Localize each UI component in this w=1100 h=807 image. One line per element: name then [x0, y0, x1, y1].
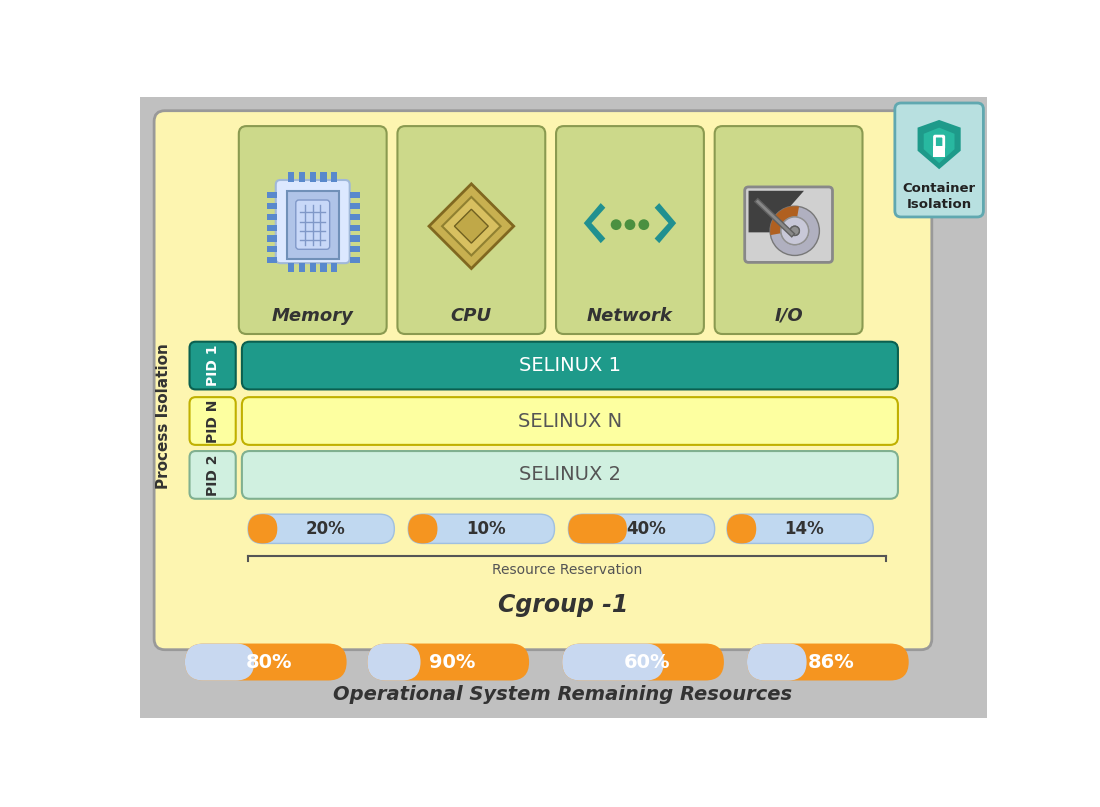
- Text: PID 1: PID 1: [206, 345, 220, 387]
- Text: 86%: 86%: [808, 653, 855, 671]
- FancyBboxPatch shape: [397, 126, 546, 334]
- FancyBboxPatch shape: [747, 643, 909, 680]
- FancyBboxPatch shape: [185, 643, 254, 680]
- Bar: [299, 173, 305, 182]
- Text: 60%: 60%: [624, 653, 670, 671]
- Circle shape: [781, 217, 808, 245]
- Circle shape: [790, 226, 800, 236]
- Bar: [266, 214, 276, 220]
- FancyBboxPatch shape: [745, 187, 833, 262]
- Text: 20%: 20%: [306, 520, 345, 537]
- Bar: [350, 203, 360, 209]
- FancyBboxPatch shape: [248, 514, 395, 543]
- FancyBboxPatch shape: [562, 643, 724, 680]
- FancyBboxPatch shape: [189, 397, 235, 445]
- Text: Container
Isolation: Container Isolation: [903, 182, 976, 211]
- Bar: [266, 224, 276, 231]
- Circle shape: [790, 226, 800, 236]
- Bar: [331, 263, 338, 273]
- FancyBboxPatch shape: [239, 126, 387, 334]
- Text: 10%: 10%: [466, 520, 506, 537]
- FancyBboxPatch shape: [296, 200, 330, 249]
- Bar: [350, 192, 360, 199]
- FancyBboxPatch shape: [185, 643, 346, 680]
- Bar: [320, 173, 327, 182]
- Bar: [266, 257, 276, 263]
- Polygon shape: [917, 120, 960, 169]
- Text: 40%: 40%: [626, 520, 666, 537]
- Bar: [266, 246, 276, 253]
- Bar: [933, 146, 945, 157]
- Circle shape: [625, 220, 636, 230]
- Polygon shape: [442, 197, 501, 256]
- Circle shape: [610, 220, 621, 230]
- Bar: [288, 173, 295, 182]
- Circle shape: [638, 220, 649, 230]
- FancyBboxPatch shape: [242, 341, 898, 390]
- Text: 90%: 90%: [429, 653, 475, 671]
- Text: Cgroup -1: Cgroup -1: [498, 593, 628, 617]
- FancyBboxPatch shape: [557, 126, 704, 334]
- Text: Operational System Remaining Resources: Operational System Remaining Resources: [333, 685, 792, 704]
- FancyBboxPatch shape: [715, 126, 862, 334]
- Text: Network: Network: [587, 307, 673, 324]
- Bar: [299, 263, 305, 273]
- Bar: [350, 214, 360, 220]
- Text: SELINUX N: SELINUX N: [518, 412, 622, 430]
- FancyBboxPatch shape: [154, 111, 932, 650]
- Bar: [350, 257, 360, 263]
- FancyBboxPatch shape: [248, 514, 277, 543]
- Bar: [350, 236, 360, 241]
- Circle shape: [770, 206, 820, 256]
- Text: Resource Reservation: Resource Reservation: [492, 563, 642, 578]
- Text: Memory: Memory: [272, 307, 354, 324]
- FancyBboxPatch shape: [189, 451, 235, 499]
- FancyBboxPatch shape: [727, 514, 873, 543]
- Bar: [350, 224, 360, 231]
- Circle shape: [781, 217, 808, 245]
- Wedge shape: [770, 206, 799, 235]
- Polygon shape: [749, 190, 804, 232]
- FancyBboxPatch shape: [408, 514, 554, 543]
- Bar: [266, 203, 276, 209]
- Text: I/O: I/O: [774, 307, 803, 324]
- Bar: [286, 190, 339, 258]
- Text: PID N: PID N: [206, 399, 220, 443]
- Polygon shape: [429, 184, 514, 269]
- Bar: [288, 263, 295, 273]
- Bar: [331, 173, 338, 182]
- Text: 14%: 14%: [784, 520, 824, 537]
- FancyBboxPatch shape: [276, 180, 350, 263]
- Bar: [310, 263, 316, 273]
- FancyBboxPatch shape: [367, 643, 420, 680]
- FancyBboxPatch shape: [408, 514, 438, 543]
- FancyBboxPatch shape: [189, 341, 235, 390]
- Bar: [310, 173, 316, 182]
- FancyBboxPatch shape: [242, 451, 898, 499]
- FancyBboxPatch shape: [569, 514, 627, 543]
- Text: PID 2: PID 2: [206, 454, 220, 495]
- FancyBboxPatch shape: [562, 643, 664, 680]
- FancyBboxPatch shape: [747, 643, 806, 680]
- Bar: [266, 192, 276, 199]
- Polygon shape: [924, 128, 955, 163]
- FancyBboxPatch shape: [727, 514, 757, 543]
- Bar: [350, 246, 360, 253]
- FancyBboxPatch shape: [367, 643, 529, 680]
- FancyBboxPatch shape: [569, 514, 715, 543]
- Polygon shape: [584, 203, 605, 243]
- Polygon shape: [654, 203, 676, 243]
- Polygon shape: [454, 209, 488, 243]
- Text: SELINUX 2: SELINUX 2: [519, 466, 620, 484]
- Text: 80%: 80%: [246, 653, 293, 671]
- FancyBboxPatch shape: [895, 103, 983, 217]
- Text: Process Isolation: Process Isolation: [156, 344, 170, 489]
- Bar: [266, 236, 276, 241]
- Bar: [320, 263, 327, 273]
- Text: SELINUX 1: SELINUX 1: [519, 356, 620, 375]
- Text: CPU: CPU: [451, 307, 492, 324]
- FancyBboxPatch shape: [242, 397, 898, 445]
